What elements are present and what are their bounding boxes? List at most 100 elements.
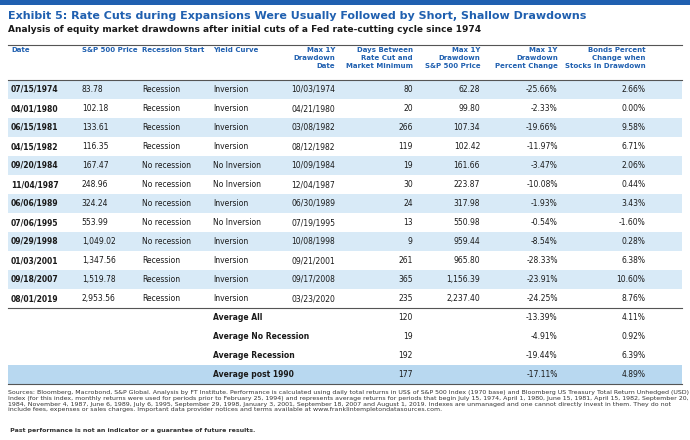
Text: -2.33%: -2.33% <box>531 104 558 113</box>
Text: -1.60%: -1.60% <box>618 218 645 227</box>
Text: No Inversion: No Inversion <box>213 218 262 227</box>
Text: 0.00%: 0.00% <box>621 104 645 113</box>
Text: 119: 119 <box>398 142 413 151</box>
Text: 07/19/1995: 07/19/1995 <box>291 218 335 227</box>
Text: 09/29/1998: 09/29/1998 <box>11 237 59 246</box>
Text: 1,049.02: 1,049.02 <box>82 237 115 246</box>
Text: 317.98: 317.98 <box>453 199 480 208</box>
Text: Max 1Y
Drawdown
Percent Change: Max 1Y Drawdown Percent Change <box>495 47 558 69</box>
Bar <box>8 365 682 384</box>
Text: 06/30/1989: 06/30/1989 <box>291 199 335 208</box>
Bar <box>8 118 682 137</box>
Text: Inversion: Inversion <box>213 104 248 113</box>
Text: Recession: Recession <box>142 123 181 132</box>
Text: 24: 24 <box>403 199 413 208</box>
Text: Recession: Recession <box>142 256 181 265</box>
Text: 1,347.56: 1,347.56 <box>82 256 116 265</box>
Text: -19.66%: -19.66% <box>526 123 558 132</box>
Text: 116.35: 116.35 <box>82 142 108 151</box>
Text: Inversion: Inversion <box>213 85 248 94</box>
Text: Inversion: Inversion <box>213 294 248 303</box>
Text: 133.61: 133.61 <box>82 123 108 132</box>
Text: -19.44%: -19.44% <box>526 351 558 360</box>
Text: -17.11%: -17.11% <box>526 370 558 379</box>
Text: Average No Recession: Average No Recession <box>213 332 309 341</box>
Text: S&P 500 Price: S&P 500 Price <box>82 47 137 53</box>
Text: -11.97%: -11.97% <box>526 142 558 151</box>
Text: 13: 13 <box>403 218 413 227</box>
Text: 03/23/2020: 03/23/2020 <box>291 294 335 303</box>
Text: No recession: No recession <box>142 161 191 170</box>
Text: 07/06/1995: 07/06/1995 <box>11 218 59 227</box>
Text: Inversion: Inversion <box>213 256 248 265</box>
Text: 10/09/1984: 10/09/1984 <box>291 161 335 170</box>
Text: 261: 261 <box>398 256 413 265</box>
Text: No Inversion: No Inversion <box>213 180 262 189</box>
Bar <box>8 194 682 213</box>
Text: 80: 80 <box>403 85 413 94</box>
Text: 06/06/1989: 06/06/1989 <box>11 199 59 208</box>
Text: Recession: Recession <box>142 294 181 303</box>
Text: Past performance is not an indicator or a guarantee of future results.: Past performance is not an indicator or … <box>8 428 255 433</box>
Text: 0.92%: 0.92% <box>621 332 645 341</box>
Text: 2.66%: 2.66% <box>621 85 645 94</box>
Text: 06/15/1981: 06/15/1981 <box>11 123 59 132</box>
Text: 19: 19 <box>403 332 413 341</box>
Text: 965.80: 965.80 <box>453 256 480 265</box>
Text: 177: 177 <box>398 370 413 379</box>
Text: -24.25%: -24.25% <box>526 294 558 303</box>
Text: 167.47: 167.47 <box>82 161 108 170</box>
Bar <box>8 232 682 251</box>
Bar <box>8 346 682 365</box>
Text: 99.80: 99.80 <box>458 104 480 113</box>
Text: Recession: Recession <box>142 85 181 94</box>
Text: -1.93%: -1.93% <box>531 199 558 208</box>
Text: -8.54%: -8.54% <box>531 237 558 246</box>
Text: Recession: Recession <box>142 275 181 284</box>
Text: 553.99: 553.99 <box>82 218 108 227</box>
Bar <box>8 308 682 327</box>
Text: Inversion: Inversion <box>213 142 248 151</box>
Bar <box>8 175 682 194</box>
Text: 266: 266 <box>398 123 413 132</box>
Text: 102.18: 102.18 <box>82 104 108 113</box>
Text: Recession: Recession <box>142 104 181 113</box>
Text: 07/15/1974: 07/15/1974 <box>11 85 59 94</box>
Text: 3.43%: 3.43% <box>621 199 645 208</box>
Text: 2.06%: 2.06% <box>621 161 645 170</box>
Text: Average post 1990: Average post 1990 <box>213 370 294 379</box>
Text: Max 1Y
Drawdown
Date: Max 1Y Drawdown Date <box>293 47 335 69</box>
Bar <box>8 289 682 308</box>
Text: 01/03/2001: 01/03/2001 <box>11 256 59 265</box>
Text: Inversion: Inversion <box>213 275 248 284</box>
Text: Average All: Average All <box>213 313 263 322</box>
Text: 04/21/1980: 04/21/1980 <box>291 104 335 113</box>
Text: No recession: No recession <box>142 218 191 227</box>
Text: 20: 20 <box>403 104 413 113</box>
Text: 09/20/1984: 09/20/1984 <box>11 161 59 170</box>
Text: 11/04/1987: 11/04/1987 <box>11 180 59 189</box>
Text: Date: Date <box>11 47 30 53</box>
Text: 959.44: 959.44 <box>453 237 480 246</box>
Text: 120: 120 <box>398 313 413 322</box>
Text: -0.54%: -0.54% <box>531 218 558 227</box>
Bar <box>8 251 682 270</box>
Bar <box>0 0 690 5</box>
Text: 04/01/1980: 04/01/1980 <box>11 104 59 113</box>
Text: 08/12/1982: 08/12/1982 <box>292 142 335 151</box>
Text: 10/03/1974: 10/03/1974 <box>291 85 335 94</box>
Text: 83.78: 83.78 <box>82 85 104 94</box>
Text: 09/18/2007: 09/18/2007 <box>11 275 59 284</box>
Text: 161.66: 161.66 <box>453 161 480 170</box>
Text: 0.44%: 0.44% <box>621 180 645 189</box>
Text: 365: 365 <box>398 275 413 284</box>
Text: 0.28%: 0.28% <box>622 237 645 246</box>
Text: No recession: No recession <box>142 237 191 246</box>
Text: 4.11%: 4.11% <box>622 313 645 322</box>
Text: 107.34: 107.34 <box>453 123 480 132</box>
Text: 2,237.40: 2,237.40 <box>446 294 480 303</box>
Bar <box>8 80 682 99</box>
Text: 8.76%: 8.76% <box>621 294 645 303</box>
Text: Average Recession: Average Recession <box>213 351 295 360</box>
Text: 08/01/2019: 08/01/2019 <box>11 294 59 303</box>
